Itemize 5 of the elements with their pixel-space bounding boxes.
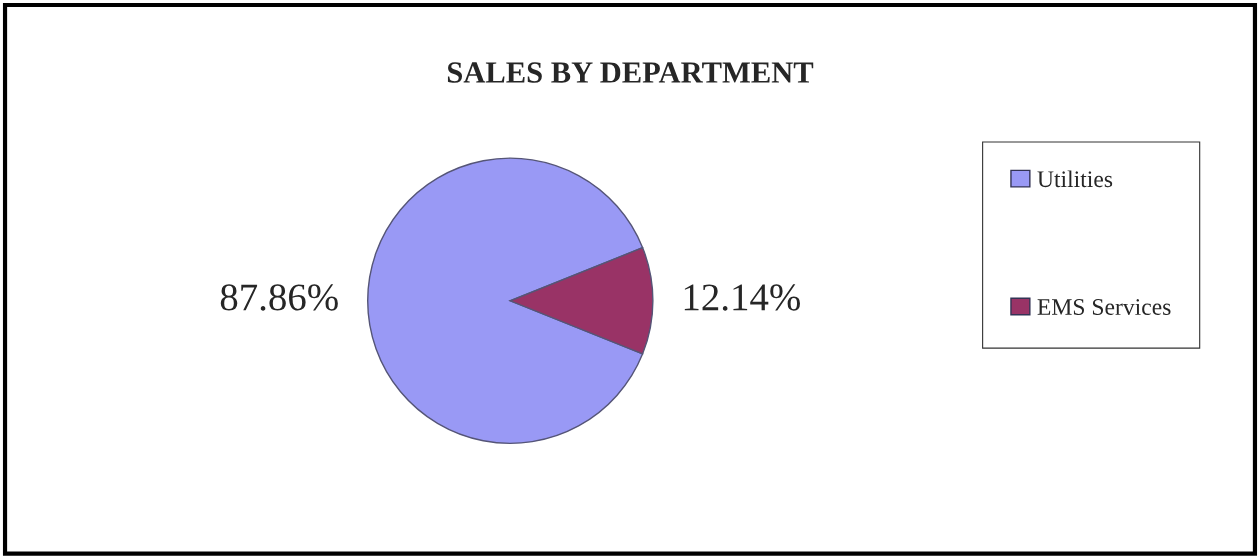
data-label: 12.14% [684, 284, 800, 311]
chart-title: SALES BY DEPARTMENT [447, 62, 814, 83]
data-label: 87.86% [220, 284, 338, 311]
legend-label: Utilities [1037, 170, 1113, 188]
legend-label: EMS Services [1037, 299, 1171, 315]
